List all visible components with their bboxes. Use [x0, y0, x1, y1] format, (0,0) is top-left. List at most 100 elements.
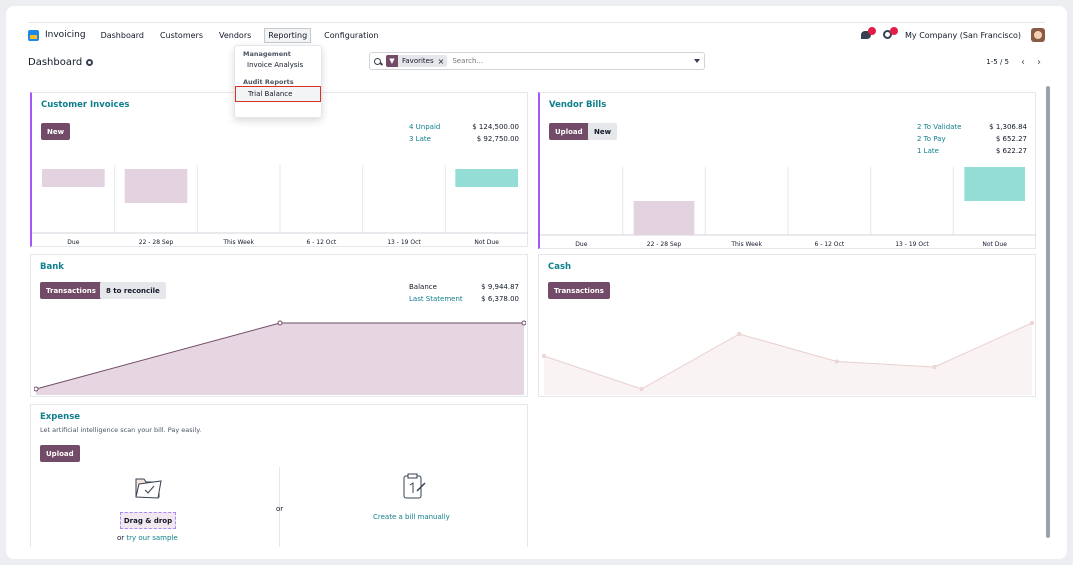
try-sample-link[interactable]: try our sample — [126, 534, 178, 542]
cash-chart[interactable] — [542, 315, 1034, 395]
chat-icon — [861, 31, 872, 39]
cash-transactions-button[interactable]: Transactions — [548, 282, 610, 299]
menu-trial-balance[interactable]: Trial Balance — [235, 86, 321, 102]
bills-late-amount: $ 622.27 — [995, 147, 1027, 155]
top-divider — [28, 22, 1045, 23]
main-navbar: Invoicing Dashboard Customers Vendors Re… — [28, 24, 1045, 46]
new-invoice-button[interactable]: New — [41, 123, 71, 140]
search-facet: ▼ Favorites × — [386, 55, 448, 67]
vendor-bills-card: Vendor Bills Upload New 2 To Validate $ 1… — [538, 92, 1036, 249]
menu-reporting[interactable]: Reporting — [264, 27, 312, 43]
unpaid-link[interactable]: 4 Unpaid — [409, 123, 441, 131]
data-point-1 — [277, 320, 283, 326]
page-title: Dashboard — [28, 56, 94, 68]
x-tick-label: 22 - 28 Sep — [139, 239, 174, 246]
new-bill-button[interactable]: New — [588, 123, 618, 140]
filter-icon: ▼ — [386, 55, 398, 67]
customer-invoices-title[interactable]: Customer Invoices — [41, 100, 130, 110]
last-statement-amount: $ 6,378.00 — [481, 295, 519, 303]
clock-icon — [883, 30, 893, 39]
dashboard-content: Customer Invoices New 4 Unpaid $ 124,500.… — [28, 82, 1050, 547]
bank-stats: Balance $ 9,944.87 Last Statement $ 6,378.… — [409, 281, 519, 305]
x-tick-label: Not Due — [474, 239, 499, 246]
user-avatar[interactable] — [1031, 28, 1045, 42]
messages-button[interactable] — [861, 27, 877, 40]
create-bill-manually-link[interactable]: Create a bill manually — [373, 513, 450, 521]
menu-vendors[interactable]: Vendors — [219, 30, 252, 40]
pager-next-button[interactable]: › — [1037, 56, 1041, 68]
control-panel: Dashboard ▼ Favorites × 1-5 / 5 ‹ › — [28, 51, 1045, 73]
activities-button[interactable] — [883, 27, 899, 40]
to-validate-link[interactable]: 2 To Validate — [917, 123, 962, 131]
customer-invoices-stats: 4 Unpaid $ 124,500.00 3 Late $ 92,750.00 — [409, 121, 519, 145]
menu-customers[interactable]: Customers — [159, 30, 203, 40]
to-pay-link[interactable]: 2 To Pay — [917, 135, 946, 143]
reconcile-button[interactable]: 8 to reconcile — [100, 282, 166, 299]
invoicing-app-icon[interactable] — [28, 29, 39, 41]
x-tick-label: 22 - 28 Sep — [647, 241, 682, 248]
x-tick-label: This Week — [222, 239, 254, 246]
data-point-2 — [521, 320, 526, 326]
bank-title[interactable]: Bank — [40, 262, 64, 272]
bank-transactions-button[interactable]: Transactions — [40, 282, 102, 299]
balance-label: Balance — [409, 283, 437, 291]
customer-invoices-chart[interactable]: Due 22 - 28 Sep This Week 6 - 12 Oct 13 - 19… — [32, 155, 528, 247]
x-tick-label: This Week — [730, 241, 762, 248]
expense-title[interactable]: Expense — [40, 412, 81, 422]
clipboard-icon — [403, 473, 426, 499]
bank-card: Bank Transactions 8 to reconcile Balance… — [30, 254, 528, 397]
expense-upload-button[interactable]: Upload — [40, 445, 80, 462]
vendor-bills-title[interactable]: Vendor Bills — [549, 100, 607, 110]
to-pay-amount: $ 652.27 — [995, 135, 1027, 143]
pager-previous-button[interactable]: ‹ — [1021, 56, 1025, 68]
dropdown-section-management: Management — [243, 50, 291, 58]
last-statement-link[interactable]: Last Statement — [409, 295, 463, 303]
area-fill — [36, 323, 524, 395]
data-point-1 — [639, 387, 644, 391]
navbar-systray: My Company (San Francisco) — [861, 27, 1045, 42]
or-separator: or — [276, 505, 284, 513]
x-tick-label: 13 - 19 Oct — [895, 241, 929, 248]
app-name[interactable]: Invoicing — [45, 30, 86, 40]
vertical-scrollbar[interactable] — [1046, 86, 1050, 538]
area-line — [543, 322, 1033, 390]
gear-icon[interactable] — [86, 58, 94, 66]
expense-divider — [279, 467, 280, 547]
upload-bill-button[interactable]: Upload — [549, 123, 589, 140]
page-title-text: Dashboard — [28, 56, 83, 68]
menu-invoice-analysis[interactable]: Invoice Analysis — [247, 61, 304, 69]
unpaid-amount: $ 124,500.00 — [472, 123, 519, 131]
menu-dashboard[interactable]: Dashboard — [100, 30, 144, 40]
bank-chart[interactable] — [34, 315, 526, 395]
late-link[interactable]: 3 Late — [409, 135, 431, 143]
menu-configuration[interactable]: Configuration — [324, 30, 379, 40]
notification-badge — [868, 27, 877, 35]
search-input[interactable] — [452, 57, 690, 65]
drag-drop-zone[interactable]: Drag & drop — [120, 512, 176, 529]
data-point-3 — [834, 359, 839, 364]
x-tick-label: Due — [67, 239, 79, 246]
company-switcher[interactable]: My Company (San Francisco) — [905, 30, 1021, 40]
app-window: Invoicing Dashboard Customers Vendors Re… — [6, 6, 1067, 559]
cash-title[interactable]: Cash — [548, 262, 572, 272]
data-point-4 — [932, 365, 937, 369]
notification-badge — [890, 27, 899, 35]
x-tick-label: Due — [575, 241, 587, 248]
bar-5 — [964, 167, 1025, 201]
data-point-0 — [34, 386, 39, 392]
vendor-bills-chart[interactable]: Due 22 - 28 Sep This Week 6 - 12 Oct 13 - 19… — [540, 167, 1036, 249]
reporting-dropdown: Management Invoice Analysis Audit Report… — [234, 45, 322, 118]
pager-value[interactable]: 1-5 / 5 — [986, 58, 1009, 66]
search-icon[interactable] — [374, 57, 381, 65]
search-options-toggle[interactable] — [694, 59, 700, 63]
bar-1 — [633, 201, 695, 235]
bar-0 — [42, 169, 105, 187]
cash-card: Cash Transactions — [538, 254, 1036, 397]
x-tick-label: Not Due — [982, 241, 1007, 248]
to-validate-amount: $ 1,306.84 — [989, 123, 1027, 131]
facet-remove-icon[interactable]: × — [437, 56, 445, 66]
pager: 1-5 / 5 ‹ › — [986, 55, 1045, 69]
search-bar[interactable]: ▼ Favorites × — [369, 52, 705, 70]
bills-late-link[interactable]: 1 Late — [917, 147, 939, 155]
vendor-bills-stats: 2 To Validate $ 1,306.84 2 To Pay $ 652.27… — [917, 121, 1027, 157]
